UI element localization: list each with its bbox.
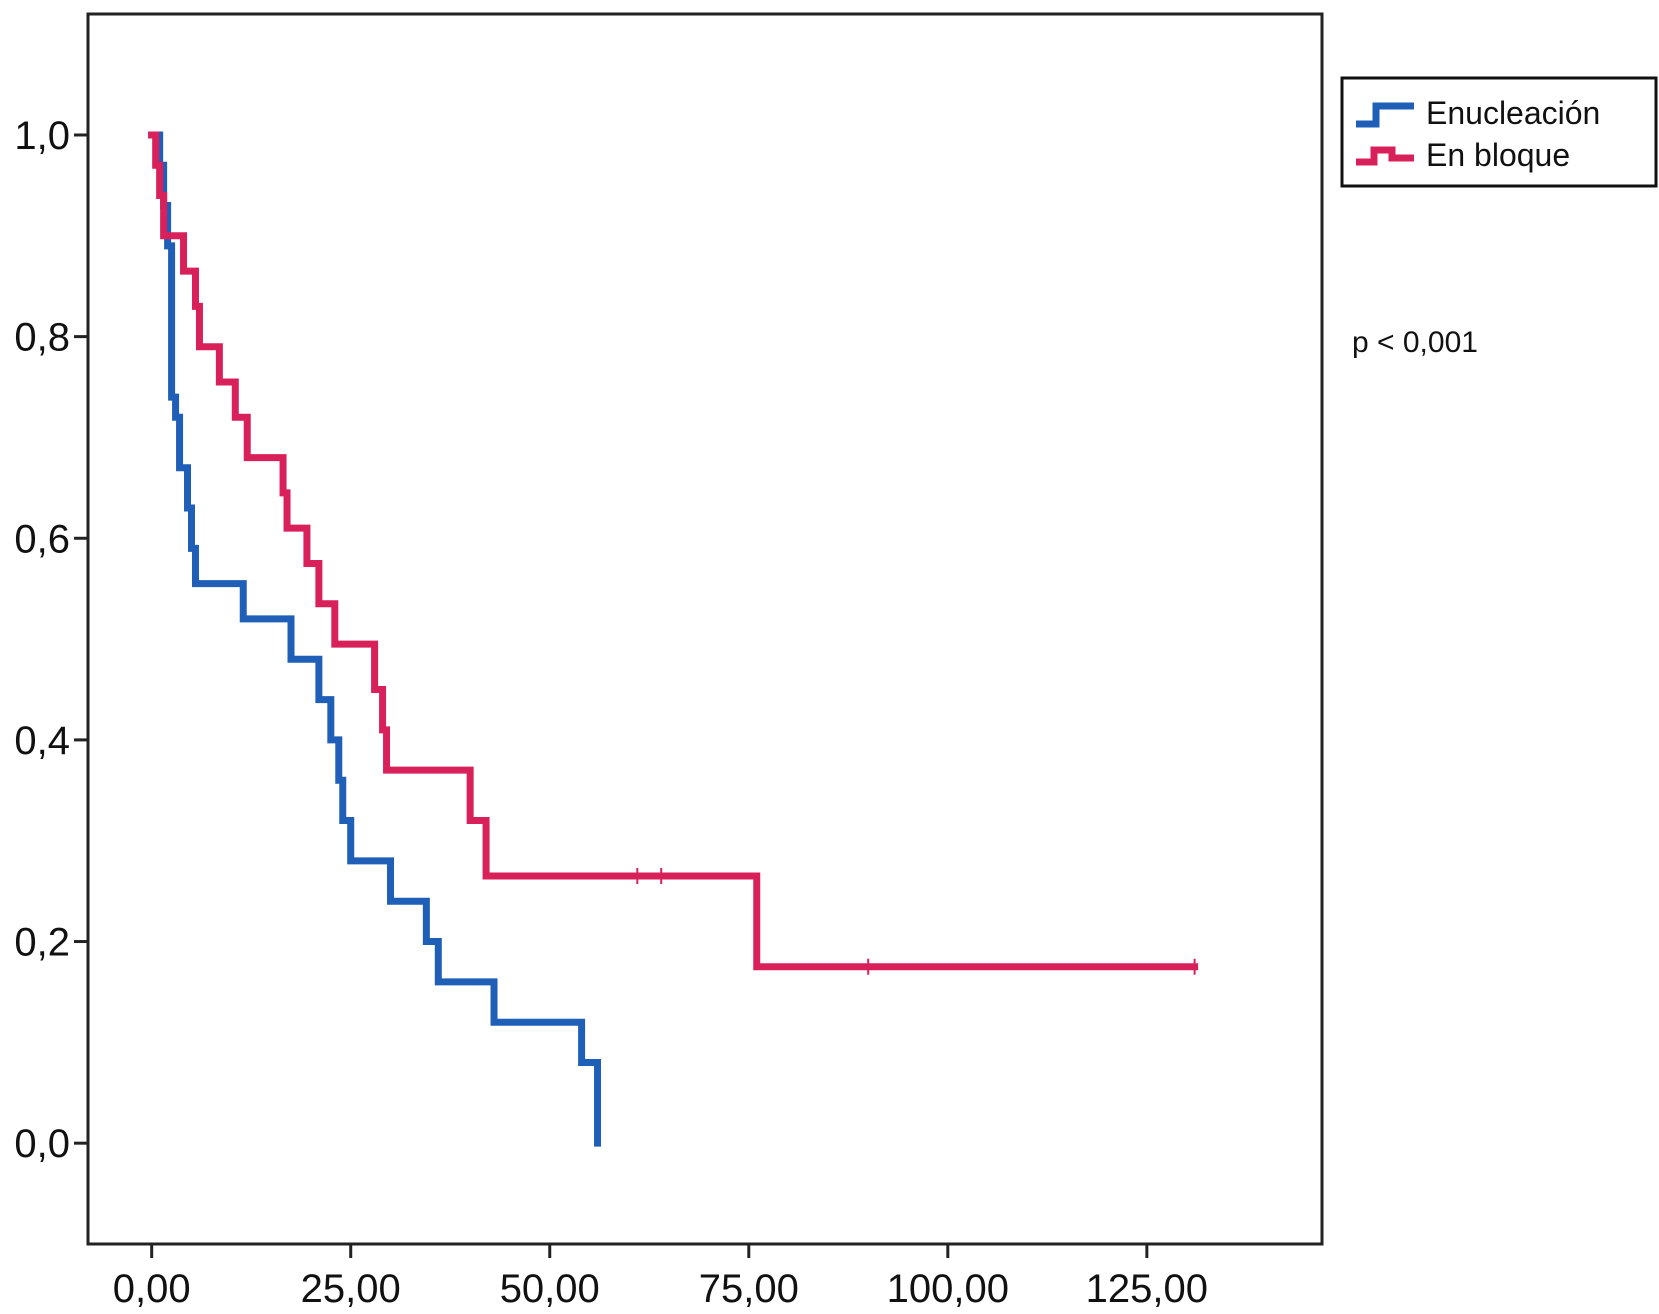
series-line-enucleacion: [148, 131, 602, 1147]
y-tick-label: 0,6: [14, 517, 70, 561]
legend-swatch-enucleacion: [1356, 102, 1414, 128]
legend-label-en-bloque: En bloque: [1426, 137, 1570, 173]
legend: Enucleación En bloque: [1340, 76, 1658, 188]
y-axis: 0,0 0,2 0,4 0,6 0,8 1,0: [14, 114, 88, 1166]
x-axis: 0,00 25,00 50,00 75,00 100,00 125,00: [113, 1244, 1208, 1311]
y-tick-label: 1,0: [14, 114, 70, 158]
x-tick-label: 0,00: [113, 1267, 191, 1311]
y-tick-label: 0,8: [14, 316, 70, 360]
series-line-en-bloque: [148, 131, 1199, 971]
legend-box: [1340, 76, 1658, 188]
y-tick-label: 0,4: [14, 719, 70, 763]
x-tick-label: 25,00: [301, 1267, 401, 1311]
x-tick-label: 100,00: [887, 1267, 1009, 1311]
series-layer: [148, 131, 1199, 1147]
x-tick-label: 50,00: [500, 1267, 600, 1311]
legend-label-enucleacion: Enucleación: [1426, 95, 1600, 131]
legend-swatch-en-bloque: [1356, 146, 1414, 166]
p-value-annotation: p < 0,001: [1352, 326, 1478, 359]
plot-frame: [86, 12, 1324, 1246]
y-tick-label: 0,0: [14, 1122, 70, 1166]
x-tick-label: 75,00: [699, 1267, 799, 1311]
x-tick-label: 125,00: [1086, 1267, 1208, 1311]
y-tick-label: 0,2: [14, 921, 70, 965]
